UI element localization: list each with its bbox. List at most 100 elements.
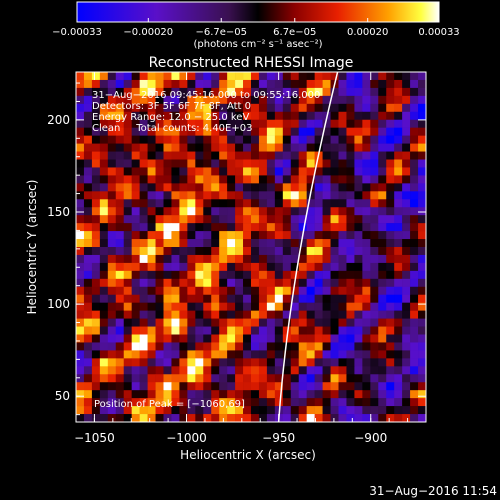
heatmap-cell <box>227 390 236 399</box>
heatmap-cell <box>394 151 403 160</box>
heatmap-cell <box>354 254 363 264</box>
heatmap-cell <box>370 159 379 168</box>
heatmap-cell <box>211 167 220 176</box>
heatmap-cell <box>354 286 363 296</box>
heatmap-cell <box>139 382 148 391</box>
heatmap-cell <box>306 294 315 303</box>
heatmap-cell <box>410 310 419 319</box>
heatmap-cell <box>235 79 244 89</box>
heatmap-cell <box>266 119 276 128</box>
heatmap-cell <box>274 302 284 311</box>
heatmap-cell <box>155 318 164 327</box>
heatmap-cell <box>354 390 363 399</box>
heatmap-cell <box>91 358 101 367</box>
heatmap-cell <box>330 326 339 335</box>
heatmap-cell <box>203 127 212 136</box>
colorbar-tick-label: −6.7e−05 <box>195 27 247 38</box>
heatmap-cell <box>266 278 276 288</box>
heatmap-cell <box>290 326 300 335</box>
heatmap-cell <box>290 334 300 343</box>
heatmap-cell <box>370 135 379 144</box>
heatmap-cell <box>107 326 117 335</box>
heatmap-cell <box>99 111 109 121</box>
heatmap-cell <box>83 127 93 136</box>
heatmap-cell <box>227 111 236 121</box>
heatmap-cell <box>155 254 164 264</box>
heatmap-cell <box>171 183 180 192</box>
heatmap-cell <box>99 239 109 248</box>
heatmap-cell <box>258 231 268 240</box>
heatmap-cell <box>266 111 276 121</box>
heatmap-cell <box>147 199 156 208</box>
heatmap-cell <box>346 159 355 168</box>
heatmap-cell <box>243 294 252 303</box>
heatmap-cell <box>402 95 411 105</box>
colorbar-ticks: −0.00033 −0.00020 −6.7e−05 6.7e−05 0.00020 0.… <box>52 18 460 38</box>
heatmap-cell <box>227 310 236 319</box>
heatmap-cell <box>83 239 93 248</box>
heatmap-cell <box>362 191 371 200</box>
heatmap-cell <box>282 231 292 240</box>
heatmap-cell <box>251 159 260 168</box>
heatmap-cell <box>338 95 347 105</box>
heatmap-cell <box>322 294 331 303</box>
heatmap-cell <box>402 215 411 224</box>
heatmap-cell <box>338 334 347 343</box>
heatmap-cell <box>219 151 228 160</box>
heatmap-cell <box>378 326 387 335</box>
heatmap-cell <box>163 87 172 97</box>
heatmap-cell <box>298 111 307 121</box>
heatmap-cell <box>187 326 196 335</box>
heatmap-cell <box>370 414 379 422</box>
heatmap-cell <box>346 191 355 200</box>
heatmap-cell <box>282 262 292 272</box>
heatmap-cell <box>139 334 148 343</box>
heatmap-cell <box>227 215 236 224</box>
heatmap-cell <box>203 398 212 407</box>
heatmap-cell <box>131 79 140 89</box>
heatmap-cell <box>330 278 339 288</box>
heatmap-cell <box>410 95 419 105</box>
heatmap-cell <box>290 374 300 383</box>
heatmap-cell <box>251 366 260 375</box>
heatmap-cell <box>378 175 387 184</box>
heatmap-cell <box>338 183 347 192</box>
heatmap-cell <box>187 191 196 200</box>
heatmap-cell <box>251 103 260 113</box>
heatmap-cell <box>83 374 93 383</box>
heatmap-cell <box>139 175 148 184</box>
heatmap-cell <box>147 167 156 176</box>
heatmap-cell <box>219 302 228 311</box>
heatmap-cell <box>274 215 284 224</box>
heatmap-cell <box>76 318 85 327</box>
heatmap-cell <box>370 342 379 351</box>
heatmap-cell <box>211 87 220 97</box>
heatmap-cell <box>251 278 260 288</box>
heatmap-cell <box>402 374 411 383</box>
heatmap-cell <box>147 183 156 192</box>
heatmap-cell <box>99 231 109 240</box>
heatmap-cell <box>163 286 172 296</box>
heatmap-cell <box>394 326 403 335</box>
heatmap-cell <box>99 95 109 105</box>
heatmap-cell <box>370 231 379 240</box>
heatmap-cell <box>99 167 109 176</box>
heatmap-cell <box>91 278 101 288</box>
info-line-clean: Clean Total counts: 4.40E+03 <box>92 123 252 134</box>
heatmap-cell <box>266 127 276 136</box>
heatmap-cell <box>203 159 212 168</box>
heatmap-cell <box>139 127 148 136</box>
heatmap-cell <box>227 358 236 367</box>
heatmap-cell <box>362 167 371 176</box>
heatmap-cell <box>402 326 411 335</box>
heatmap-cell <box>330 350 339 359</box>
heatmap-cell <box>338 286 347 296</box>
heatmap-cell <box>115 390 125 399</box>
heatmap-cell <box>187 72 196 81</box>
heatmap-cell <box>386 215 395 224</box>
heatmap-cell <box>362 390 371 399</box>
heatmap-cell <box>394 191 403 200</box>
heatmap-cell <box>203 247 212 256</box>
heatmap-cell <box>195 262 204 272</box>
heatmap-cell <box>338 119 347 128</box>
